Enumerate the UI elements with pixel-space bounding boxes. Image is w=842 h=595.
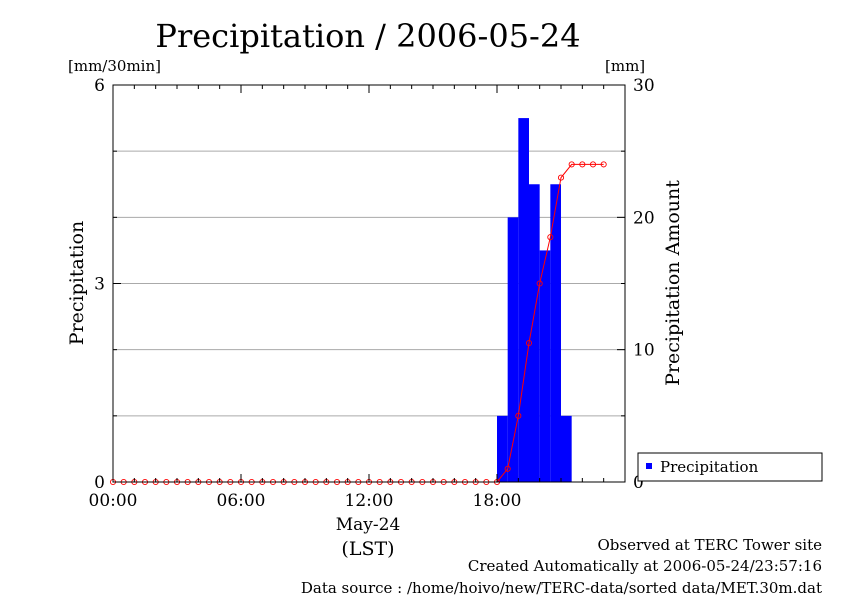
- footer-source: Data source : /home/hoivo/new/TERC-data/…: [301, 579, 822, 595]
- cumulative-point: [504, 465, 511, 472]
- right-tick-label: 30: [633, 76, 655, 96]
- right-tick-label: 10: [633, 341, 655, 361]
- right-tick-label: 0: [633, 473, 644, 493]
- right-axis-title: Precipitation Amount: [662, 180, 684, 386]
- legend-label: Precipitation: [660, 458, 759, 476]
- precipitation-bar: [497, 415, 508, 482]
- right-tick-label: 20: [633, 208, 655, 228]
- cumulative-point: [515, 412, 522, 419]
- cumulative-point: [579, 161, 586, 168]
- chart-title: Precipitation / 2006-05-24: [155, 17, 580, 55]
- cumulative-point: [557, 174, 565, 181]
- legend-box: [637, 452, 823, 482]
- cumulative-point: [600, 161, 607, 168]
- right-axis-unit: [mm]: [605, 57, 645, 75]
- x-tick-label: 00:00: [89, 491, 138, 511]
- x-tz-label: (LST): [341, 538, 394, 560]
- left-axis-ticks: 0 3 6: [94, 76, 121, 493]
- x-tick-label: 12:00: [345, 491, 394, 511]
- left-tick-label: 3: [94, 275, 105, 295]
- cumulative-point: [568, 161, 575, 168]
- left-tick-label: 0: [94, 473, 105, 493]
- footer-created: Created Automatically at 2006-05-24/23:5…: [468, 557, 822, 575]
- footer-observed: Observed at TERC Tower site: [597, 536, 822, 554]
- left-axis-unit: [mm/30min]: [68, 57, 161, 75]
- precipitation-bars: [497, 118, 572, 483]
- precipitation-bar: [507, 217, 519, 483]
- cumulative-point: [589, 161, 597, 168]
- legend: Precipitation: [637, 452, 823, 482]
- legend-swatch: [646, 463, 652, 469]
- precipitation-bar: [550, 184, 561, 482]
- cumulative-point: [525, 339, 533, 347]
- left-tick-label: 6: [94, 76, 105, 96]
- precipitation-bar: [518, 118, 529, 482]
- precipitation-bar: [561, 415, 572, 482]
- left-axis-title: Precipitation: [66, 221, 88, 345]
- x-tick-label: 06:00: [217, 491, 266, 511]
- right-axis-ticks: 0 10 20 30: [617, 76, 655, 493]
- x-axis-ticks: 00:00 06:00 12:00 18:00: [89, 85, 626, 511]
- precipitation-bar: [539, 250, 551, 482]
- precipitation-bar: [529, 184, 540, 482]
- x-date-label: May-24: [336, 515, 401, 535]
- cumulative-point: [547, 234, 554, 241]
- cumulative-point: [536, 280, 543, 287]
- x-tick-label: 18:00: [473, 491, 522, 511]
